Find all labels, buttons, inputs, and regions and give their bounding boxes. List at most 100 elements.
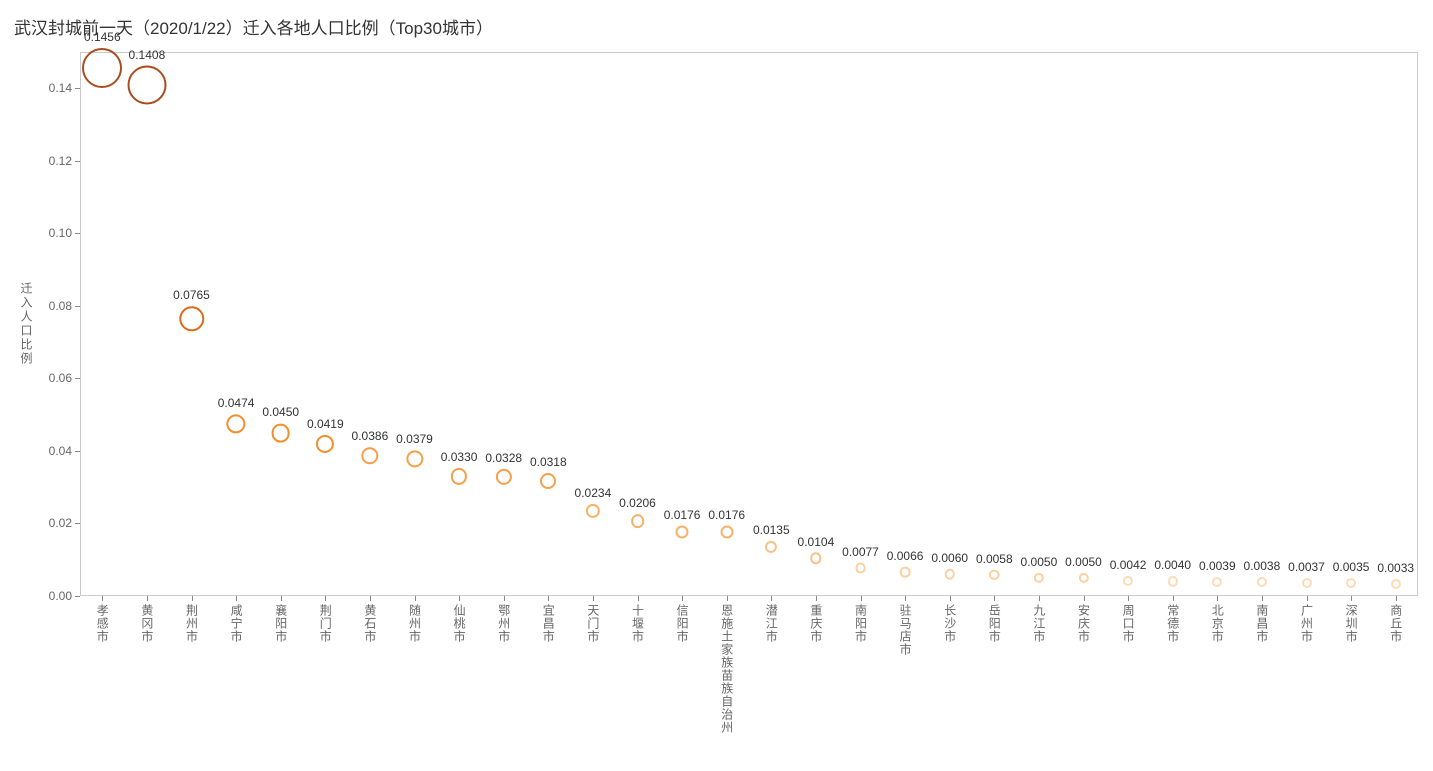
x-tick-label: 驻马店市 <box>899 604 911 656</box>
x-tick-label: 北京市 <box>1211 604 1223 643</box>
value-label: 0.0050 <box>1021 555 1058 569</box>
value-label: 0.0135 <box>753 523 790 537</box>
y-tick-label: 0.04 <box>40 444 72 458</box>
x-tick-label: 南昌市 <box>1256 604 1268 643</box>
data-point[interactable] <box>944 569 955 580</box>
x-tick-mark <box>1084 596 1085 601</box>
data-point[interactable] <box>1391 579 1401 589</box>
x-tick-label: 十堰市 <box>632 604 644 643</box>
value-label: 0.0039 <box>1199 559 1236 573</box>
y-tick-label: 0.02 <box>40 516 72 530</box>
data-point[interactable] <box>631 514 645 528</box>
x-tick-mark <box>950 596 951 601</box>
x-tick-label: 潜江市 <box>765 604 777 643</box>
x-tick-label: 安庆市 <box>1078 604 1090 643</box>
value-label: 0.0206 <box>619 496 656 510</box>
value-label: 0.0379 <box>396 432 433 446</box>
x-tick-label: 黄冈市 <box>141 604 153 643</box>
value-label: 0.0474 <box>218 396 255 410</box>
x-tick-label: 随州市 <box>409 604 421 643</box>
y-tick-mark <box>75 451 80 452</box>
x-tick-mark <box>638 596 639 601</box>
value-label: 0.0033 <box>1377 561 1414 575</box>
data-point[interactable] <box>82 48 122 88</box>
data-point[interactable] <box>1346 578 1356 588</box>
x-tick-label: 襄阳市 <box>275 604 287 643</box>
x-tick-label: 周口市 <box>1122 604 1134 643</box>
value-label: 0.0040 <box>1154 558 1191 572</box>
data-point[interactable] <box>720 526 733 539</box>
x-tick-mark <box>816 596 817 601</box>
x-tick-label: 商丘市 <box>1390 604 1402 643</box>
x-tick-mark <box>504 596 505 601</box>
x-tick-label: 仙桃市 <box>453 604 465 643</box>
y-tick-mark <box>75 88 80 89</box>
x-tick-mark <box>994 596 995 601</box>
x-tick-label: 九江市 <box>1033 604 1045 643</box>
data-point[interactable] <box>127 66 166 105</box>
x-tick-mark <box>1307 596 1308 601</box>
x-tick-mark <box>236 596 237 601</box>
value-label: 0.0318 <box>530 455 567 469</box>
value-label: 0.0066 <box>887 549 924 563</box>
x-tick-label: 常德市 <box>1167 604 1179 643</box>
x-tick-label: 重庆市 <box>810 604 822 643</box>
x-tick-mark <box>459 596 460 601</box>
value-label: 0.1456 <box>84 30 121 44</box>
x-tick-mark <box>593 596 594 601</box>
x-tick-mark <box>1173 596 1174 601</box>
value-label: 0.0050 <box>1065 555 1102 569</box>
x-tick-mark <box>1351 596 1352 601</box>
chart-container: 武汉封城前一天（2020/1/22）迁入各地人口比例（Top30城市） 迁入人口… <box>0 0 1433 771</box>
value-label: 0.0176 <box>708 508 745 522</box>
value-label: 0.0077 <box>842 545 879 559</box>
data-point[interactable] <box>855 563 866 574</box>
x-tick-label: 荆州市 <box>186 604 198 643</box>
data-point[interactable] <box>900 567 911 578</box>
y-tick-mark <box>75 596 80 597</box>
x-tick-mark <box>1262 596 1263 601</box>
x-tick-label: 长沙市 <box>944 604 956 643</box>
value-label: 0.0058 <box>976 552 1013 566</box>
x-tick-mark <box>682 596 683 601</box>
x-tick-label: 恩施土家族苗族自治州 <box>721 604 733 734</box>
data-point[interactable] <box>989 570 1000 581</box>
value-label: 0.0234 <box>575 486 612 500</box>
x-tick-label: 咸宁市 <box>230 604 242 643</box>
x-tick-mark <box>325 596 326 601</box>
y-tick-mark <box>75 161 80 162</box>
x-tick-label: 孝感市 <box>96 604 108 643</box>
x-tick-label: 天门市 <box>587 604 599 643</box>
value-label: 0.0450 <box>262 405 299 419</box>
x-tick-label: 岳阳市 <box>988 604 1000 643</box>
x-tick-mark <box>415 596 416 601</box>
x-tick-mark <box>147 596 148 601</box>
x-tick-mark <box>1217 596 1218 601</box>
value-label: 0.0037 <box>1288 560 1325 574</box>
x-tick-mark <box>1128 596 1129 601</box>
value-label: 0.0328 <box>485 451 522 465</box>
x-tick-mark <box>727 596 728 601</box>
y-tick-mark <box>75 378 80 379</box>
data-point[interactable] <box>540 473 556 489</box>
value-label: 0.0330 <box>441 450 478 464</box>
value-label: 0.0035 <box>1333 560 1370 574</box>
x-tick-label: 信阳市 <box>676 604 688 643</box>
y-tick-mark <box>75 523 80 524</box>
y-tick-label: 0.10 <box>40 226 72 240</box>
x-tick-label: 黄石市 <box>364 604 376 643</box>
x-tick-label: 南阳市 <box>855 604 867 643</box>
data-point[interactable] <box>676 526 689 539</box>
y-tick-label: 0.14 <box>40 81 72 95</box>
y-tick-label: 0.00 <box>40 589 72 603</box>
x-tick-label: 荆门市 <box>319 604 331 643</box>
x-tick-mark <box>370 596 371 601</box>
x-tick-mark <box>1039 596 1040 601</box>
data-point[interactable] <box>271 423 290 442</box>
y-tick-label: 0.12 <box>40 154 72 168</box>
plot-area <box>80 52 1418 596</box>
value-label: 0.0104 <box>798 535 835 549</box>
value-label: 0.0419 <box>307 417 344 431</box>
value-label: 0.1408 <box>129 48 166 62</box>
value-label: 0.0060 <box>931 551 968 565</box>
